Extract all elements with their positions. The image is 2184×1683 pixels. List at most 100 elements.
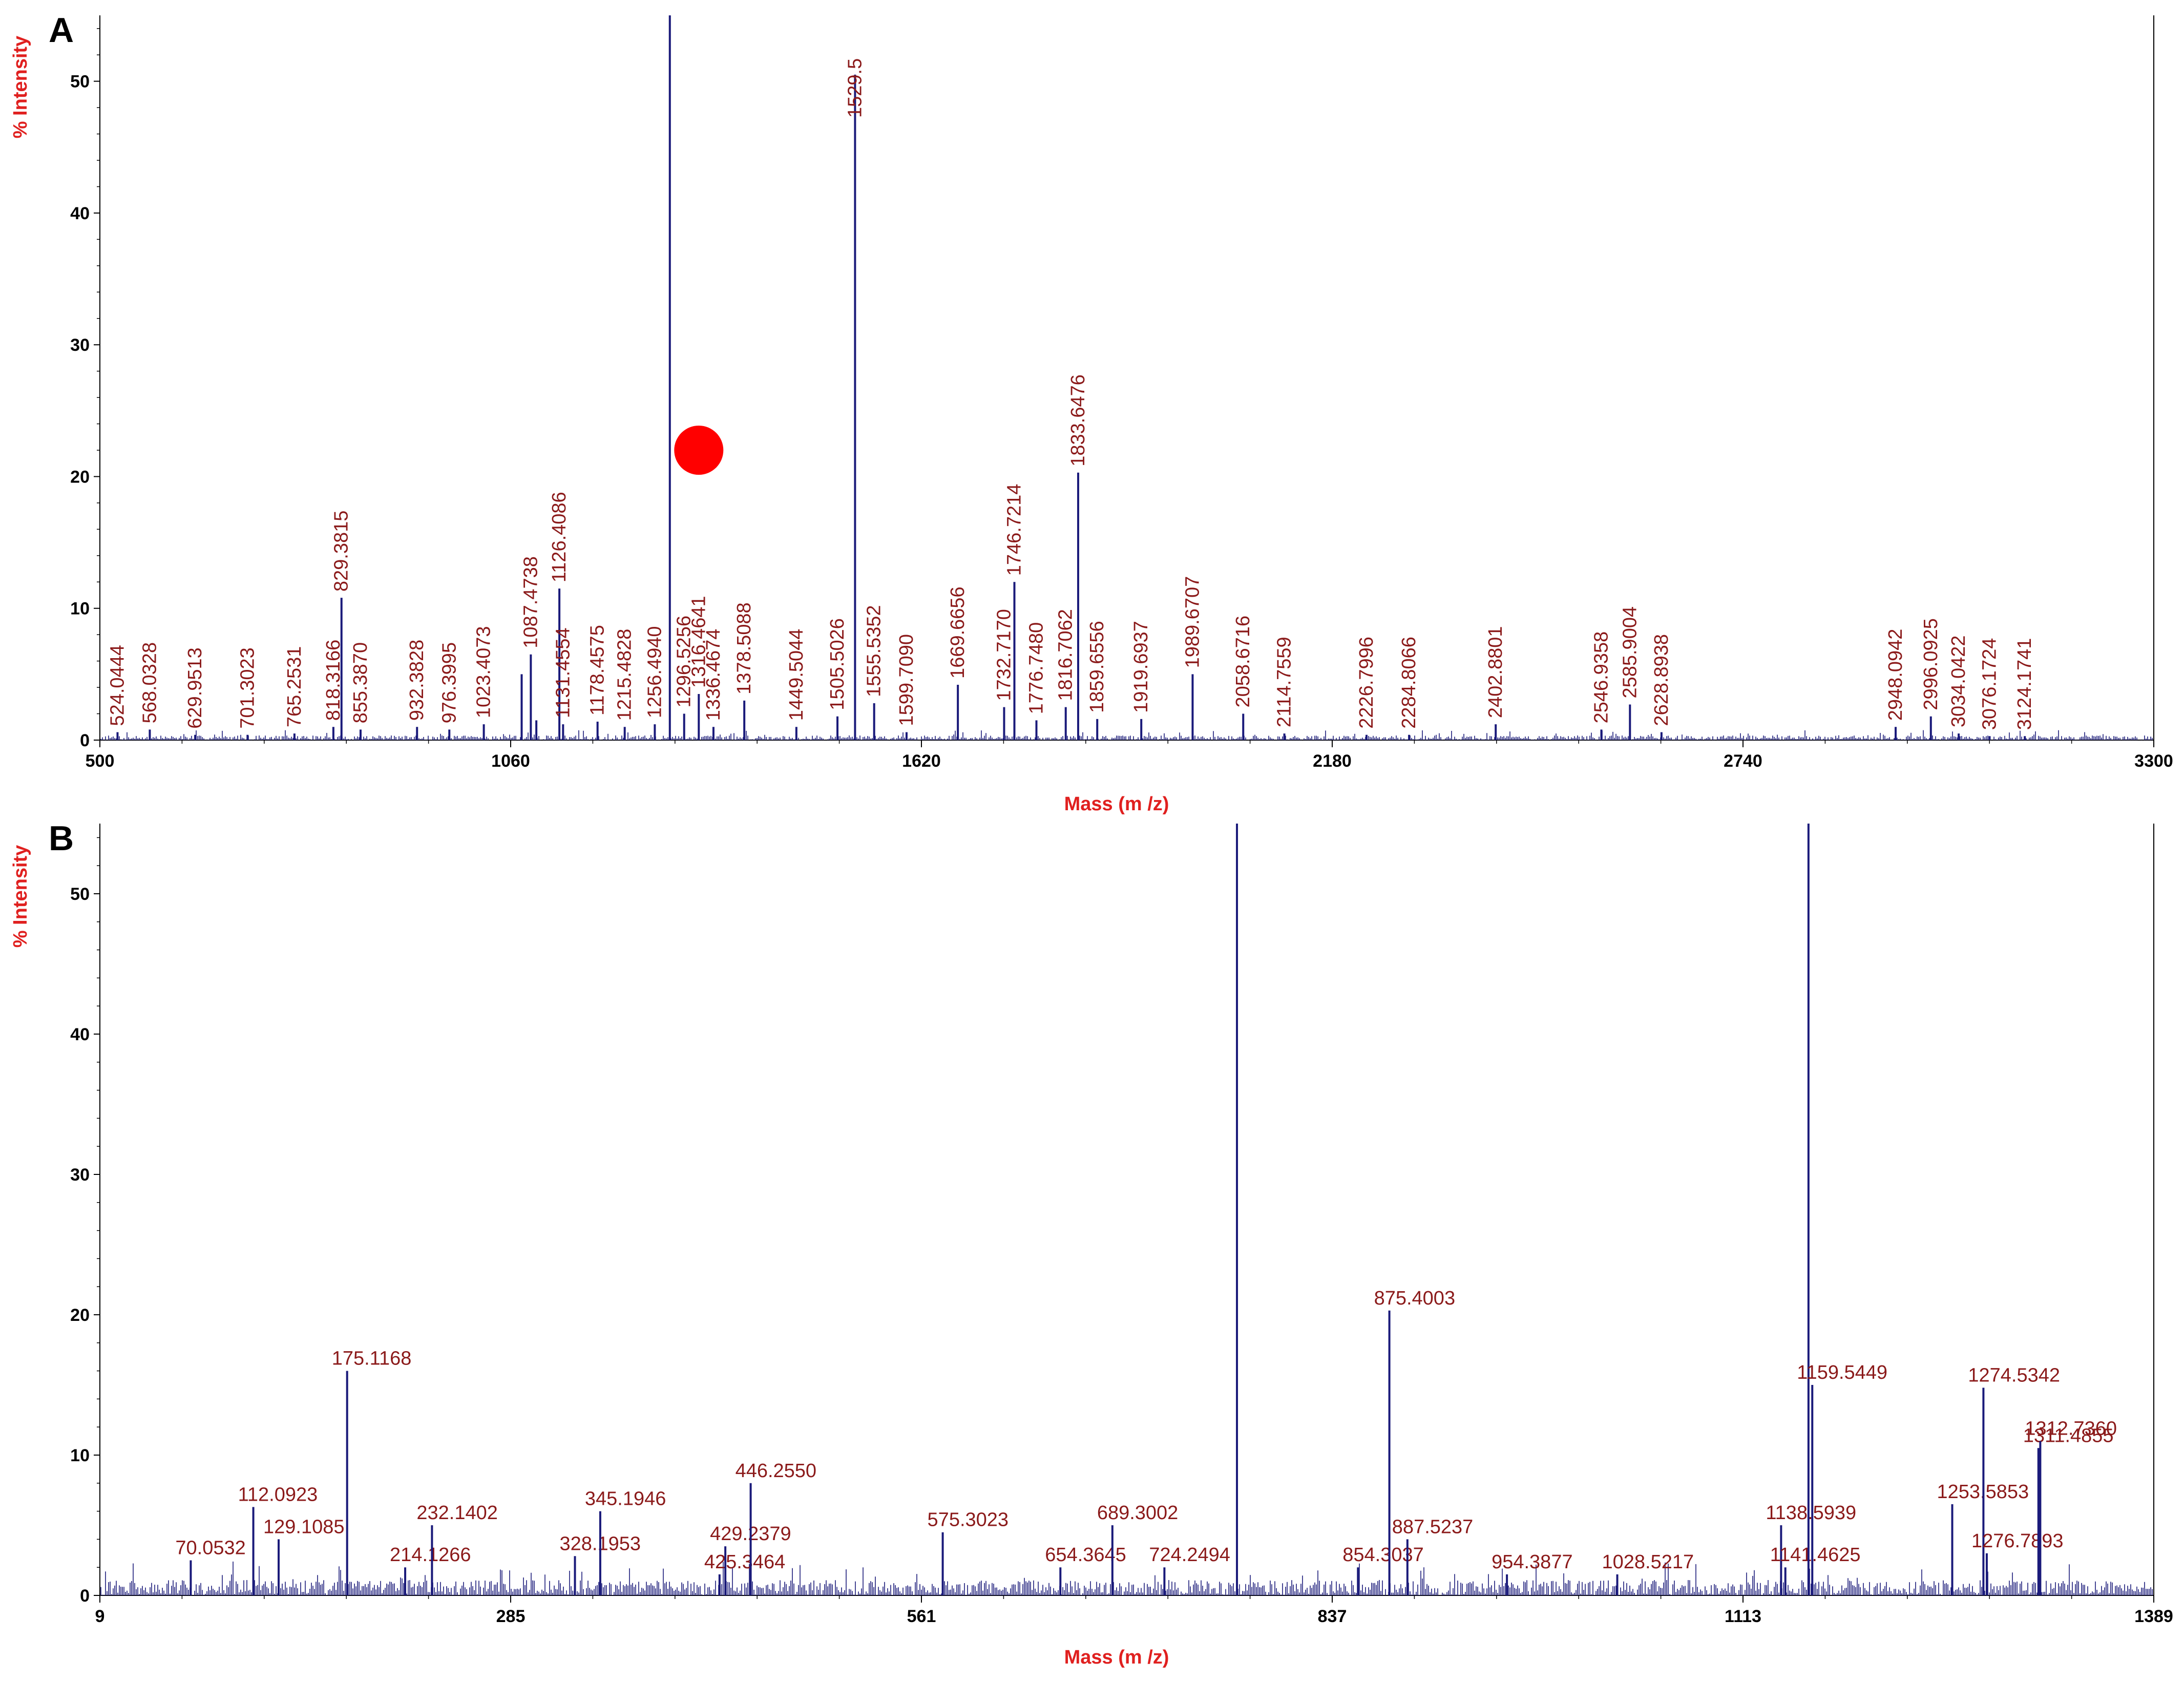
- red-marker-dot: [674, 426, 724, 475]
- peak-label: 1529.5: [844, 58, 866, 118]
- peak-label: 575.3023: [928, 1509, 1009, 1531]
- peak-label: 875.4003: [1374, 1288, 1456, 1309]
- peak-label: 854.3037: [1342, 1544, 1424, 1566]
- peak-label: 1274.5342: [1968, 1364, 2060, 1386]
- x-tick-label: 561: [907, 1607, 936, 1626]
- y-tick-label: 40: [70, 1025, 90, 1044]
- peak-label: 1028.5217: [1602, 1551, 1694, 1573]
- peak-label: 976.3995: [438, 642, 460, 724]
- y-tick-label: 30: [70, 335, 90, 355]
- baseline-noise: [100, 1561, 2153, 1595]
- peak-label: 1178.4575: [587, 625, 608, 716]
- panel-a-ylabel: % Intensity: [10, 36, 31, 139]
- x-tick-label: 3300: [2134, 751, 2173, 771]
- peak-label: 70.0532: [175, 1538, 245, 1559]
- peak-label: 175.1168: [332, 1348, 412, 1370]
- panel-a-letter: A: [49, 11, 74, 50]
- peak-label: 701.3023: [237, 647, 258, 729]
- y-tick-label: 30: [70, 1165, 90, 1185]
- peak-label: 1816.7062: [1055, 609, 1077, 701]
- peak-label: 689.3002: [1097, 1502, 1179, 1524]
- peak-label: 629.9513: [184, 647, 206, 729]
- peak-label: 1126.4086: [549, 492, 570, 582]
- peak-label: 112.0923: [238, 1484, 318, 1505]
- peak-label: 1378.5088: [733, 602, 755, 695]
- y-tick-label: 0: [80, 731, 90, 750]
- peak-label: 2585.9004: [1619, 606, 1641, 699]
- peak-label: 1732.7170: [993, 609, 1015, 701]
- x-tick-label: 500: [86, 751, 115, 771]
- peak-label: 765.2531: [284, 646, 305, 728]
- peak-label: 1505.5026: [827, 618, 848, 710]
- peak-label: 1159.5449: [1797, 1362, 1887, 1383]
- peak-label: 1141.4625: [1770, 1544, 1861, 1566]
- x-tick-label: 2740: [1724, 751, 1762, 771]
- peak-label: 3034.0422: [1948, 635, 1969, 727]
- peak-label: 1311.4855: [2023, 1425, 2114, 1446]
- peak-label: 887.5237: [1392, 1516, 1474, 1538]
- x-tick-label: 1389: [2134, 1607, 2173, 1626]
- y-tick-label: 10: [70, 1446, 90, 1465]
- peak-label: 1859.6556: [1086, 621, 1108, 713]
- peak-label: 2948.0942: [1885, 629, 1906, 721]
- peak-label: 1989.6707: [1182, 576, 1203, 668]
- peak-label: 1023.4073: [473, 626, 495, 718]
- peak-label: 1316.4641: [688, 596, 709, 688]
- peak-label: 1555.5352: [864, 605, 885, 697]
- peak-label: 2058.6716: [1232, 616, 1254, 708]
- peak-label: 1312.7360: [2025, 1418, 2117, 1440]
- panel-b-letter: B: [49, 819, 74, 858]
- x-tick-label: 1113: [1725, 1607, 1761, 1626]
- y-tick-label: 10: [70, 599, 90, 619]
- x-tick-label: 285: [496, 1607, 526, 1626]
- peak-label: 1833.6476: [1067, 374, 1089, 467]
- peak-label: 1087.4738: [520, 556, 541, 648]
- peak-label: 3076.1724: [1979, 638, 2000, 730]
- peak-label: 1599.7090: [896, 634, 917, 726]
- y-tick-label: 40: [70, 204, 90, 223]
- peak-label: 1138.5939: [1766, 1502, 1856, 1524]
- y-tick-label: 50: [70, 72, 90, 92]
- peak-label: 425.3464: [704, 1551, 786, 1573]
- peak-label: 724.2494: [1149, 1544, 1230, 1566]
- panel-b-spectrum: B % Intensity Mass (m /z) 0 10 20 30 40 50 9 28…: [10, 819, 2173, 1668]
- panel-a-spectrum: A % Intensity Mass (m /z) 0 10 20 30 40 50 500…: [10, 11, 2173, 815]
- peak-label: 1746.7214: [1003, 484, 1025, 576]
- peak-label: 1131.4554: [552, 627, 574, 718]
- peak-label: 2284.8066: [1398, 637, 1420, 729]
- peak-label: 1336.4674: [703, 629, 724, 721]
- panel-b-xlabel: Mass (m /z): [1064, 1647, 1169, 1668]
- panel-b-ylabel: % Intensity: [10, 845, 31, 948]
- y-tick-label: 20: [70, 467, 90, 487]
- x-tick-label: 1060: [491, 751, 530, 771]
- x-tick-label: 2180: [1313, 751, 1352, 771]
- panel-a-xlabel: Mass (m /z): [1064, 793, 1169, 815]
- peak-label: 2402.8801: [1485, 626, 1506, 718]
- peak-label: 932.3828: [406, 640, 428, 721]
- peak-label: 568.0328: [139, 642, 160, 724]
- peak-label: 855.3870: [350, 642, 371, 724]
- baseline-noise: [100, 730, 2153, 740]
- y-tick-label: 20: [70, 1306, 90, 1325]
- peak-label: 2628.8938: [1651, 634, 1672, 726]
- peak-label: 232.1402: [416, 1502, 498, 1524]
- peak-label: 2996.0925: [1920, 618, 1942, 710]
- x-tick-label: 837: [1318, 1607, 1347, 1626]
- peak-label: 1276.7893: [1971, 1530, 2064, 1552]
- peak-label: 2546.9358: [1591, 632, 1612, 724]
- peak-label: 524.0444: [107, 645, 128, 726]
- peak-label: 1256.4940: [644, 626, 665, 718]
- peak-label: 2226.7996: [1356, 637, 1377, 729]
- x-tick-label: 9: [95, 1607, 105, 1626]
- peak-label: 954.3877: [1492, 1551, 1573, 1573]
- peak-label: 214.1266: [390, 1544, 471, 1566]
- peak-label: 2114.7559: [1274, 637, 1295, 727]
- y-tick-label: 50: [70, 885, 90, 904]
- peak-label: 446.2550: [736, 1460, 817, 1482]
- x-tick-label: 1620: [902, 751, 941, 771]
- peak-label: 829.3815: [331, 511, 352, 592]
- peak-label: 1669.6656: [947, 586, 969, 679]
- peak-label: 1449.5044: [786, 629, 807, 721]
- peak-label: 3124.1741: [2014, 638, 2035, 730]
